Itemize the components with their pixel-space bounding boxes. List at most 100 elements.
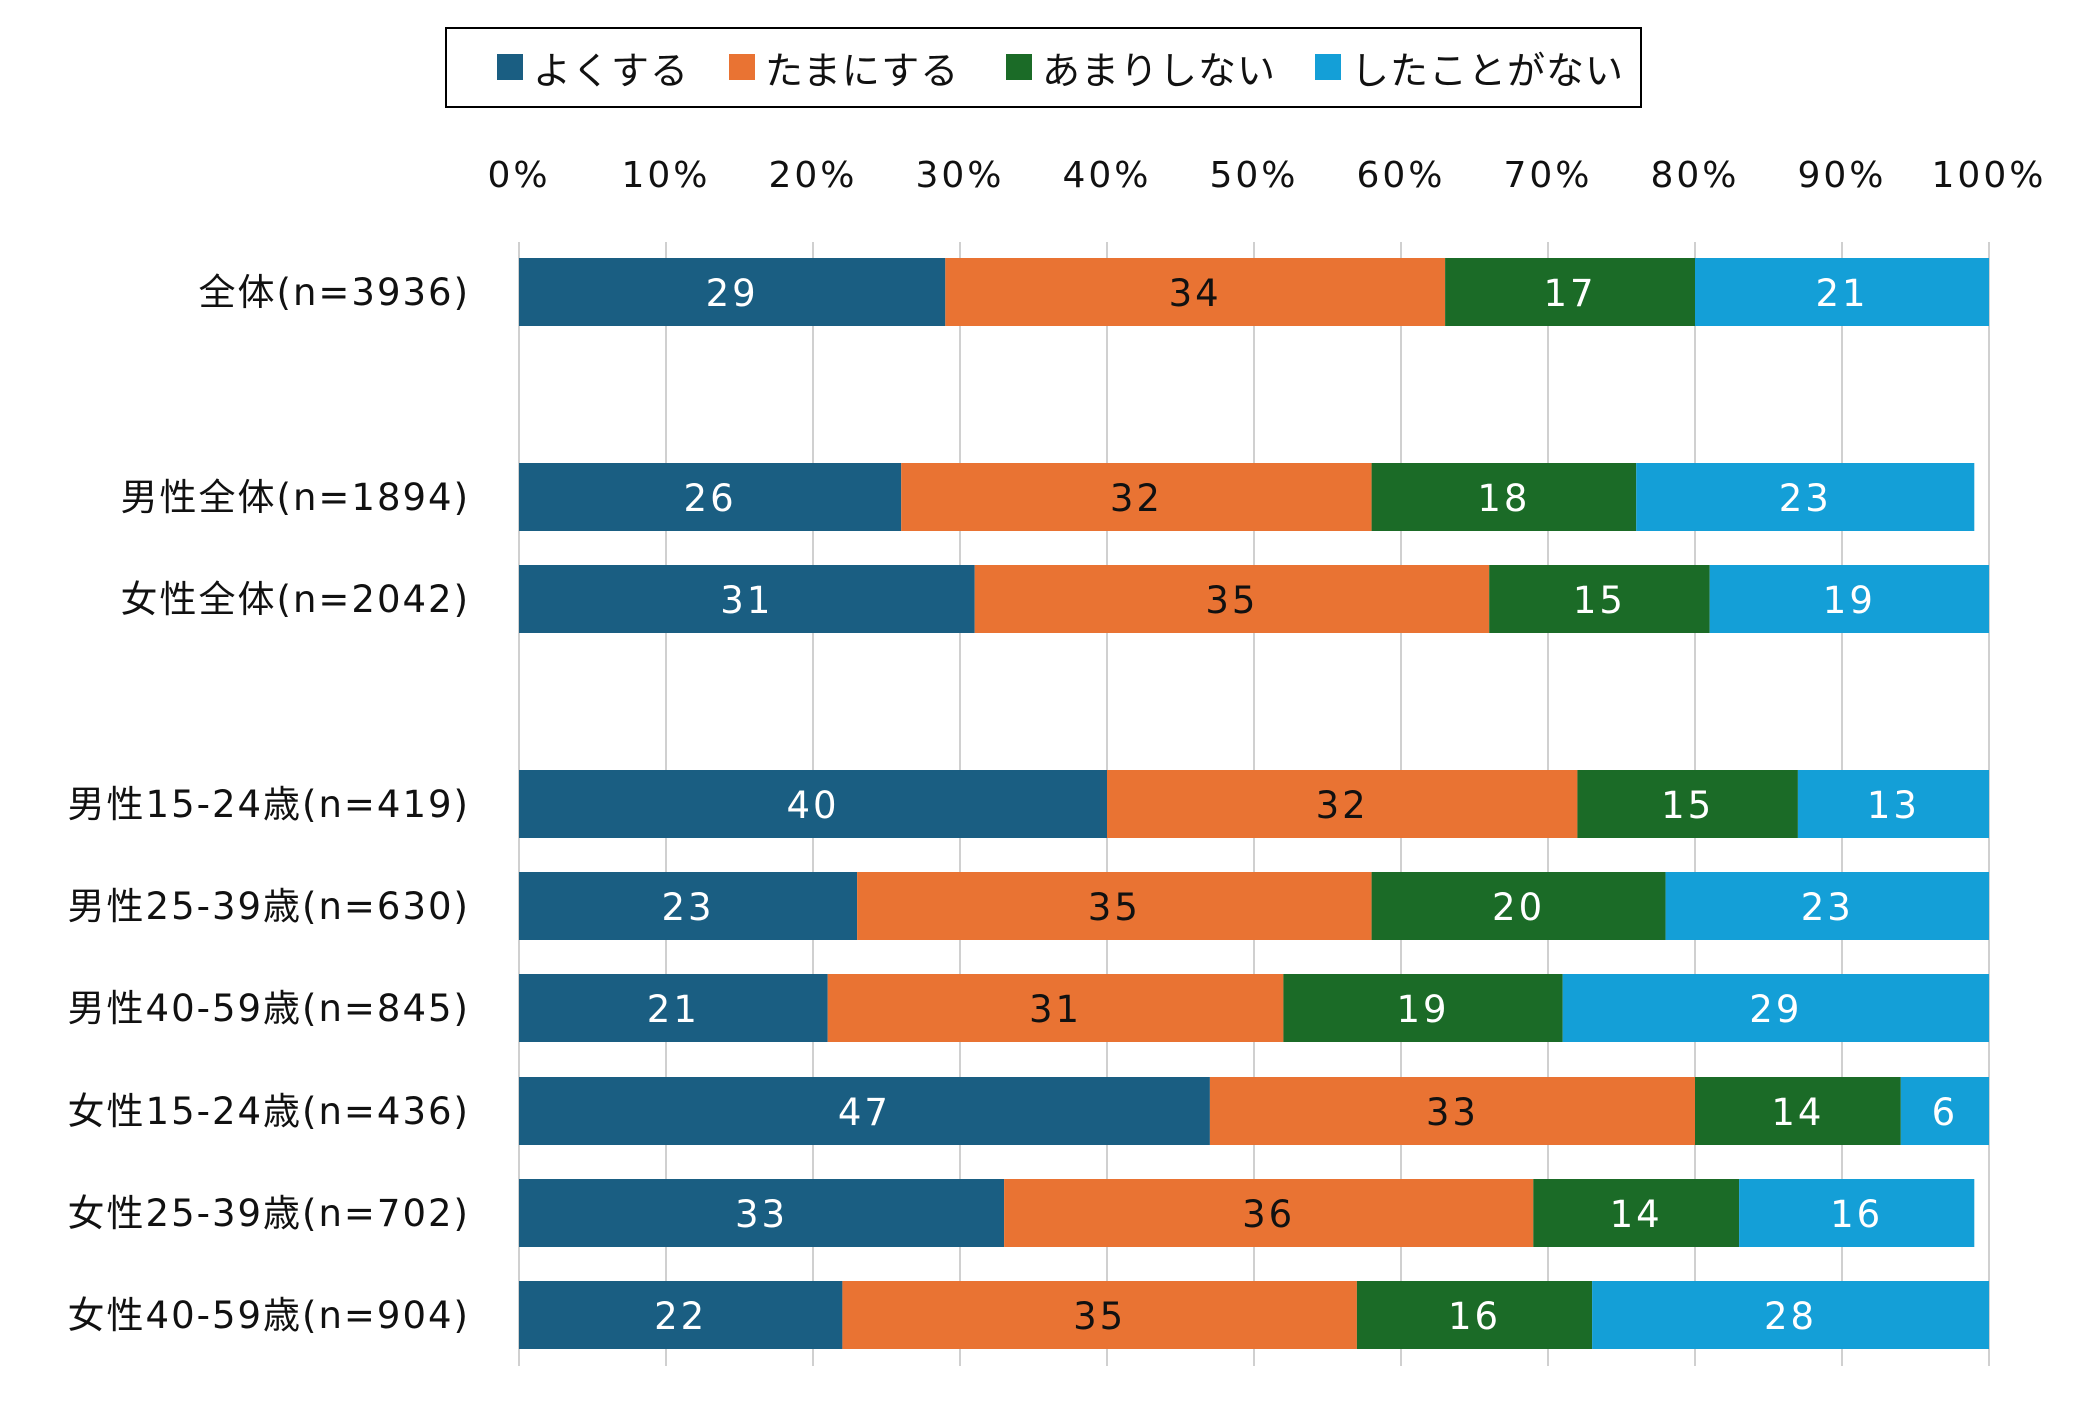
- bar-segment: [1695, 1077, 1901, 1145]
- bar-data-label: 23: [1801, 886, 1854, 929]
- bar-data-label: 15: [1573, 579, 1626, 622]
- bar-data-label: 32: [1110, 477, 1163, 520]
- bar-segment: [1107, 770, 1578, 838]
- bar-segment: [1636, 463, 1975, 531]
- bar-segment: [1665, 872, 1989, 940]
- bar-data-label: 40: [786, 784, 839, 827]
- bar-data-label: 22: [654, 1295, 707, 1338]
- bar-data-label: 36: [1242, 1193, 1295, 1236]
- bar-data-label: 14: [1771, 1091, 1824, 1134]
- bar-segment: [519, 565, 975, 633]
- category-label: 男性全体(n=1894): [121, 476, 470, 519]
- legend-item-shita-koto-ga-nai: したことがない: [1315, 29, 1624, 105]
- bar-data-label: 18: [1477, 477, 1530, 520]
- bar-segment: [519, 1077, 1210, 1145]
- bar-data-label: 31: [1029, 988, 1082, 1031]
- x-tick-label: 100%: [1932, 155, 2047, 196]
- bar-data-label: 6: [1932, 1091, 1959, 1134]
- bar-segment: [519, 770, 1107, 838]
- bar-data-label: 34: [1169, 272, 1222, 315]
- bar-data-label: 32: [1316, 784, 1369, 827]
- bar-data-label: 33: [735, 1193, 788, 1236]
- bar-segment: [519, 463, 902, 531]
- legend: よくする たまにする あまりしない したことがない: [445, 27, 1642, 108]
- bar-segment: [519, 1281, 843, 1349]
- bar-data-label: 13: [1867, 784, 1920, 827]
- bar-segment: [1739, 1179, 1975, 1247]
- bar-data-label: 19: [1397, 988, 1450, 1031]
- bar-data-label: 14: [1610, 1193, 1663, 1236]
- bar-data-label: 17: [1544, 272, 1597, 315]
- bar-data-label: 15: [1661, 784, 1714, 827]
- bar-data-label: 16: [1830, 1193, 1883, 1236]
- legend-swatch-yoku-suru: [497, 54, 523, 80]
- bar-segment: [1709, 565, 1989, 633]
- category-label: 女性25-39歳(n=702): [68, 1192, 470, 1235]
- bars: 29 34 17 21 26 32 18 23 31 35 15 19 40 32 15 13 23 35 20 23…: [519, 258, 1989, 1349]
- bar-segment: [901, 463, 1372, 531]
- bar-segment: [1533, 1179, 1740, 1247]
- x-tick-label: 20%: [768, 155, 857, 196]
- bar-segment: [974, 565, 1490, 633]
- bar-segment: [1371, 463, 1637, 531]
- x-tick-label: 40%: [1062, 155, 1151, 196]
- bar-segment: [1209, 1077, 1695, 1145]
- x-tick-label: 10%: [621, 155, 710, 196]
- bar-data-label: 31: [720, 579, 773, 622]
- bar-segment: [1695, 258, 1989, 326]
- legend-swatch-amari-shinai: [1006, 54, 1032, 80]
- bar-segment: [1356, 1281, 1593, 1349]
- bar-data-label: 19: [1823, 579, 1876, 622]
- x-tick-label: 80%: [1650, 155, 1739, 196]
- legend-swatch-tamani-suru: [729, 54, 755, 80]
- legend-item-yoku-suru: よくする: [497, 29, 689, 105]
- legend-label-yoku-suru: よくする: [533, 48, 690, 93]
- x-tick-label: 60%: [1356, 155, 1445, 196]
- bar-segment: [519, 1179, 1005, 1247]
- bar-segment: [519, 974, 828, 1042]
- category-label: 全体(n=3936): [199, 271, 470, 314]
- category-label: 男性25-39歳(n=630): [68, 885, 470, 928]
- bar-data-label: 16: [1448, 1295, 1501, 1338]
- x-tick-label: 70%: [1503, 155, 1592, 196]
- bar-data-label: 47: [838, 1091, 891, 1134]
- legend-label-amari-shinai: あまりしない: [1042, 48, 1277, 93]
- bar-data-label: 35: [1205, 579, 1258, 622]
- category-label: 女性全体(n=2042): [121, 578, 470, 621]
- bar-segment: [1445, 258, 1695, 326]
- x-axis-tick-labels: 0% 10% 20% 30% 40% 50% 60% 70% 80% 90% 100%: [487, 155, 2047, 196]
- legend-label-shita-koto-ga-nai: したことがない: [1351, 48, 1625, 93]
- bar-data-label: 29: [706, 272, 759, 315]
- bar-segment: [1004, 1179, 1534, 1247]
- bar-segment: [519, 872, 858, 940]
- bar-segment: [1592, 1281, 1989, 1349]
- bar-data-label: 33: [1426, 1091, 1479, 1134]
- legend-label-tamani-suru: たまにする: [765, 48, 960, 93]
- bar-segment: [1371, 872, 1666, 940]
- bar-segment: [1562, 974, 1989, 1042]
- legend-item-tamani-suru: たまにする: [729, 29, 959, 105]
- bar-data-label: 35: [1073, 1295, 1126, 1338]
- x-tick-label: 0%: [487, 155, 550, 196]
- bar-data-label: 23: [1779, 477, 1832, 520]
- x-tick-label: 50%: [1209, 155, 1298, 196]
- bar-data-label: 21: [647, 988, 700, 1031]
- category-label: 女性15-24歳(n=436): [68, 1090, 470, 1133]
- bar-segment: [857, 872, 1372, 940]
- bar-data-label: 29: [1749, 988, 1802, 1031]
- category-label: 男性40-59歳(n=845): [68, 987, 470, 1030]
- bar-data-label: 21: [1815, 272, 1868, 315]
- bar-data-label: 35: [1088, 886, 1141, 929]
- legend-swatch-shita-koto-ga-nai: [1315, 54, 1341, 80]
- bar-segment: [1489, 565, 1710, 633]
- bar-data-label: 20: [1492, 886, 1545, 929]
- bar-segment: [945, 258, 1446, 326]
- bar-segment: [827, 974, 1284, 1042]
- category-labels: 全体(n=3936) 男性全体(n=1894) 女性全体(n=2042) 男性15-2…: [68, 271, 470, 1337]
- bar-segment: [519, 258, 946, 326]
- bar-segment: [1283, 974, 1563, 1042]
- bar-data-label: 23: [662, 886, 715, 929]
- x-tick-label: 90%: [1797, 155, 1886, 196]
- bar-segment: [1577, 770, 1798, 838]
